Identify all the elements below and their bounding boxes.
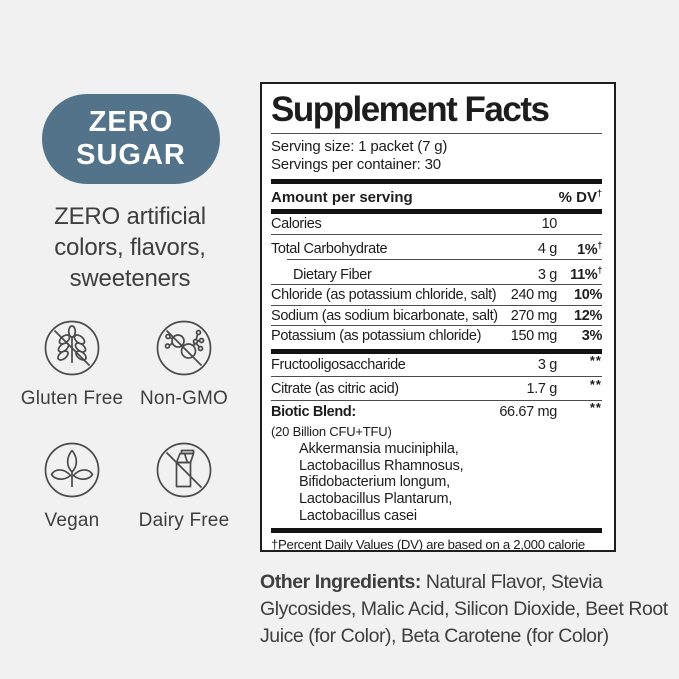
biotic-blend-subtitle: (20 Billion CFU+TFU): [271, 424, 392, 440]
feature-non-gmo: Non-GMO: [122, 319, 246, 410]
milk-carton-crossed-icon: [122, 441, 246, 499]
nutrient-name: Sodium (as sodium bicarbonate, salt): [271, 307, 498, 324]
other-ingredients: Other Ingredients: Natural Flavor, Stevi…: [260, 569, 679, 650]
nutrient-name: Citrate (as citric acid): [271, 380, 399, 397]
leaves-icon: [10, 441, 134, 499]
dagger-mark: †: [596, 188, 602, 198]
feature-label-vegan: Vegan: [44, 510, 100, 531]
footnote-dv: †Percent Daily Values (DV) are based on …: [271, 537, 585, 552]
feature-gluten-free: Gluten Free: [10, 319, 134, 410]
feature-vegan: Vegan: [10, 441, 134, 532]
thick-bar: [271, 179, 602, 184]
nutrient-dv: **: [589, 353, 602, 369]
feature-label-gluten-free: Gluten Free: [20, 388, 124, 409]
dagger-mark: †: [597, 264, 602, 275]
nutrient-dv: 11%†: [570, 264, 602, 283]
row-calories: Calories 10: [271, 214, 602, 234]
nutrient-dv: **: [589, 400, 602, 416]
servings-per-container: Servings per container: 30: [271, 155, 441, 173]
strain-list: Akkermansia muciniphila, Lactobacillus R…: [271, 441, 602, 524]
nutrient-amount: 1.7 g: [526, 380, 558, 397]
supplement-facts-panel: Supplement Facts Serving size: 1 packet …: [260, 82, 616, 552]
wheat-crossed-icon: [10, 319, 134, 377]
serving-info: Serving size: 1 packet (7 g) Servings pe…: [271, 134, 602, 179]
nutrient-amount: 3 g: [537, 357, 557, 374]
molecule-crossed-icon: [122, 319, 246, 377]
panel-title: Supplement Facts: [271, 90, 550, 129]
nutrient-dv: 10%: [574, 287, 602, 304]
thick-bar: [271, 528, 602, 534]
footnotes: †Percent Daily Values (DV) are based on …: [271, 533, 602, 552]
row-chloride: Chloride (as potassium chloride, salt) 2…: [271, 284, 602, 305]
nutrient-amount: 150 mg: [510, 328, 558, 345]
row-fructooligosaccharide: Fructooligosaccharide 3 g **: [271, 353, 602, 377]
nutrient-name: Dietary Fiber: [293, 266, 372, 283]
badge-line-2: SUGAR: [76, 139, 186, 171]
nutrient-amount: 3 g: [537, 266, 557, 283]
strain-item: Lactobacillus casei: [299, 507, 417, 524]
row-potassium: Potassium (as potassium chloride) 150 mg…: [271, 325, 602, 346]
tagline: ZERO artificial colors, flavors, sweeten…: [54, 203, 206, 292]
thick-bar: [271, 348, 602, 354]
dagger-mark: †: [597, 239, 602, 250]
nutrient-amount: 240 mg: [510, 287, 558, 304]
row-dietary-fiber: Dietary Fiber 3 g 11%†: [287, 258, 602, 284]
nutrient-dv: 3%: [581, 328, 603, 345]
other-ingredients-text: Natural Flavor, Stevia Glycosides, Malic…: [260, 571, 668, 647]
nutrient-name: Fructooligosaccharide: [271, 357, 406, 374]
other-ingredients-label: Other Ingredients:: [260, 571, 421, 593]
nutrient-amount: 4 g: [537, 241, 557, 258]
feature-label-non-gmo: Non-GMO: [140, 388, 228, 409]
nutrient-name: Biotic Blend:: [271, 404, 356, 421]
nutrient-dv: **: [589, 376, 602, 392]
nutrient-amount: 10: [541, 216, 558, 232]
nutrient-dv: 1%†: [577, 239, 602, 258]
row-biotic-blend: Biotic Blend: 66.67 mg **: [271, 399, 602, 424]
nutrient-name: Calories: [271, 216, 322, 232]
feature-label-dairy-free: Dairy Free: [138, 510, 230, 531]
row-sodium: Sodium (as sodium bicarbonate, salt) 270…: [271, 304, 602, 326]
strain-item: Lactobacillus Plantarum,: [299, 490, 453, 507]
row-citrate: Citrate (as citric acid) 1.7 g **: [271, 376, 602, 400]
title-divider: [271, 133, 602, 134]
serving-size: Serving size: 1 packet (7 g): [271, 138, 448, 155]
row-total-carbohydrate: Total Carbohydrate 4 g 1%†: [271, 233, 602, 259]
nutrient-amount: 270 mg: [510, 307, 558, 324]
feature-dairy-free: Dairy Free: [122, 441, 246, 532]
strain-item: Akkermansia muciniphila,: [299, 441, 459, 458]
thick-bar: [271, 209, 602, 214]
nutrient-name: Potassium (as potassium chloride): [271, 328, 482, 345]
amount-header-label: Amount per serving: [271, 189, 413, 206]
nutrient-dv: 12%: [574, 307, 602, 324]
strain-item: Lactobacillus Rhamnosus,: [299, 457, 464, 474]
badge-line-1: ZERO: [88, 106, 174, 138]
zero-sugar-badge: ZERO SUGAR: [42, 94, 220, 184]
dv-header-label: % DV†: [558, 188, 602, 206]
nutrient-amount: 66.67 mg: [499, 404, 557, 421]
nutrient-name: Chloride (as potassium chloride, salt): [271, 287, 497, 304]
nutrient-name: Total Carbohydrate: [271, 241, 388, 258]
strain-item: Bifidobacterium longum,: [299, 474, 450, 491]
amount-per-serving-header: Amount per serving % DV†: [271, 184, 602, 209]
